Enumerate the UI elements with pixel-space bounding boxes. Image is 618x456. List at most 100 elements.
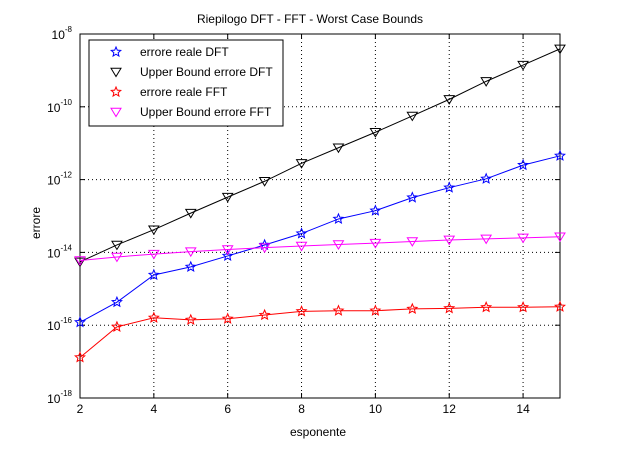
data-point: [73, 316, 87, 328]
data-point: [554, 44, 566, 55]
data-point: [221, 249, 234, 262]
data-point: [406, 191, 419, 203]
x-tick-label: 8: [298, 402, 305, 416]
data-point: [554, 232, 566, 243]
data-point: [443, 181, 456, 193]
data-point: [443, 235, 456, 246]
legend-label: errore reale DFT: [140, 45, 229, 59]
data-point: [554, 300, 566, 312]
data-point: [295, 159, 308, 169]
x-tick-label: 4: [151, 402, 158, 416]
series-line: [79, 48, 561, 263]
data-point: [74, 256, 86, 266]
data-point: [517, 233, 529, 244]
legend-marker: [110, 107, 122, 118]
data-point: [74, 351, 86, 363]
data-point: [184, 208, 197, 219]
y-tick-label-exponent: -18: [60, 389, 72, 398]
data-point: [332, 143, 345, 154]
y-tick-label-exponent: -12: [60, 171, 72, 180]
data-point: [443, 95, 456, 105]
series: [73, 44, 566, 363]
data-point: [517, 301, 530, 313]
y-tick-label-exponent: -14: [60, 243, 72, 252]
y-tick-label-exponent: -8: [65, 25, 73, 34]
data-point: [184, 260, 197, 272]
data-point: [332, 240, 345, 250]
chart-title: Riepilogo DFT - FFT - Worst Case Bounds: [197, 12, 423, 26]
data-point: [295, 241, 308, 252]
y-tick-label-base: 10: [47, 319, 61, 333]
data-point: [147, 268, 160, 281]
y-tick-label: 10-14: [47, 243, 72, 260]
legend-label: Upper Bound errore DFT: [140, 65, 273, 79]
series-2: [74, 44, 566, 268]
data-point: [221, 245, 234, 255]
data-point: [406, 237, 419, 247]
data-point: [480, 172, 493, 184]
data-point: [111, 252, 123, 263]
y-tick-label-exponent: -16: [60, 316, 72, 325]
data-point: [332, 212, 345, 225]
data-point: [147, 225, 160, 236]
y-tick-label-base: 10: [47, 246, 61, 260]
y-tick-label-base: 10: [52, 28, 66, 42]
data-point: [110, 295, 123, 308]
y-tick-label-base: 10: [47, 174, 61, 188]
data-point: [110, 320, 123, 332]
axes: [79, 33, 561, 399]
data-point: [74, 257, 86, 268]
data-point: [184, 313, 197, 325]
y-tick-label: 10-10: [47, 98, 72, 115]
data-point: [406, 302, 419, 315]
data-point: [369, 127, 382, 138]
plot-area: [79, 33, 561, 399]
data-point: [184, 247, 197, 258]
y-tick-label: 10-8: [52, 25, 73, 42]
data-point: [295, 227, 308, 239]
data-point: [111, 240, 123, 251]
data-point: [443, 302, 456, 314]
data-point: [517, 60, 529, 71]
x-axis-label: esponente: [290, 425, 346, 439]
data-point: [258, 308, 271, 321]
legend-box: [88, 39, 284, 127]
series-line: [79, 155, 561, 323]
data-point: [480, 234, 493, 245]
y-tick-label-exponent: -10: [60, 98, 72, 107]
legend-marker: [110, 67, 122, 78]
series-4: [74, 232, 566, 266]
series-line: [79, 236, 561, 261]
data-point: [554, 149, 566, 161]
y-tick-label-base: 10: [47, 101, 61, 115]
y-tick-label: 10-18: [47, 389, 72, 406]
y-axis-label: errore: [29, 207, 43, 239]
data-point: [369, 304, 382, 316]
data-point: [406, 111, 419, 122]
data-point: [369, 204, 382, 216]
data-point: [221, 192, 234, 203]
data-point: [147, 311, 160, 323]
y-tick-label: 10-16: [47, 316, 72, 333]
data-point: [258, 243, 271, 254]
legend-label: errore reale FFT: [140, 85, 228, 99]
data-point: [221, 312, 234, 324]
x-tick-label: 14: [516, 402, 530, 416]
legend-marker: [110, 45, 122, 58]
data-point: [295, 305, 308, 317]
x-tick-label: 10: [369, 402, 383, 416]
legend: errore reale DFT Upper Bound errore DFT er…: [88, 39, 284, 127]
series-line: [79, 306, 561, 358]
x-tick-label: 12: [443, 402, 457, 416]
data-point: [517, 158, 530, 171]
legend-marker: [110, 85, 122, 98]
data-point: [480, 301, 493, 313]
y-tick-label-base: 10: [47, 392, 61, 406]
series-3: [74, 300, 566, 363]
data-point: [147, 249, 160, 260]
x-tick-label: 2: [77, 402, 84, 416]
data-point: [332, 304, 345, 316]
